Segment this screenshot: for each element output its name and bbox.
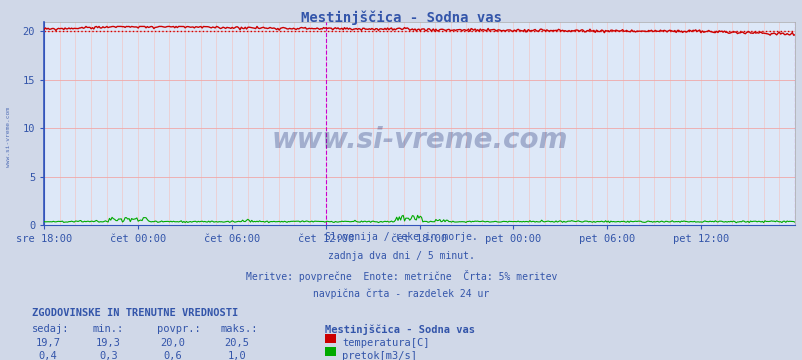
Text: 1,0: 1,0	[227, 351, 246, 360]
Text: maks.:: maks.:	[221, 324, 258, 334]
Text: Meritve: povprečne  Enote: metrične  Črta: 5% meritev: Meritve: povprečne Enote: metrične Črta:…	[245, 270, 557, 282]
Text: 20,5: 20,5	[224, 338, 249, 348]
Text: Slovenija / reke in morje.: Slovenija / reke in morje.	[325, 232, 477, 242]
Text: pretok[m3/s]: pretok[m3/s]	[342, 351, 416, 360]
Text: 0,6: 0,6	[163, 351, 182, 360]
Text: 19,3: 19,3	[95, 338, 121, 348]
Text: min.:: min.:	[92, 324, 124, 334]
Text: Mestinjščica - Sodna vas: Mestinjščica - Sodna vas	[301, 10, 501, 24]
Text: sedaj:: sedaj:	[32, 324, 70, 334]
Text: www.si-vreme.com: www.si-vreme.com	[271, 126, 567, 154]
Text: www.si-vreme.com: www.si-vreme.com	[6, 107, 11, 167]
Text: 20,0: 20,0	[160, 338, 185, 348]
Text: navpična črta - razdelek 24 ur: navpična črta - razdelek 24 ur	[313, 288, 489, 299]
Text: 0,4: 0,4	[38, 351, 58, 360]
Text: povpr.:: povpr.:	[156, 324, 200, 334]
Text: 19,7: 19,7	[35, 338, 61, 348]
Text: zadnja dva dni / 5 minut.: zadnja dva dni / 5 minut.	[328, 251, 474, 261]
Text: temperatura[C]: temperatura[C]	[342, 338, 429, 348]
Text: 0,3: 0,3	[99, 351, 118, 360]
Text: ZGODOVINSKE IN TRENUTNE VREDNOSTI: ZGODOVINSKE IN TRENUTNE VREDNOSTI	[32, 308, 238, 318]
Text: Mestinjščica - Sodna vas: Mestinjščica - Sodna vas	[325, 324, 475, 335]
